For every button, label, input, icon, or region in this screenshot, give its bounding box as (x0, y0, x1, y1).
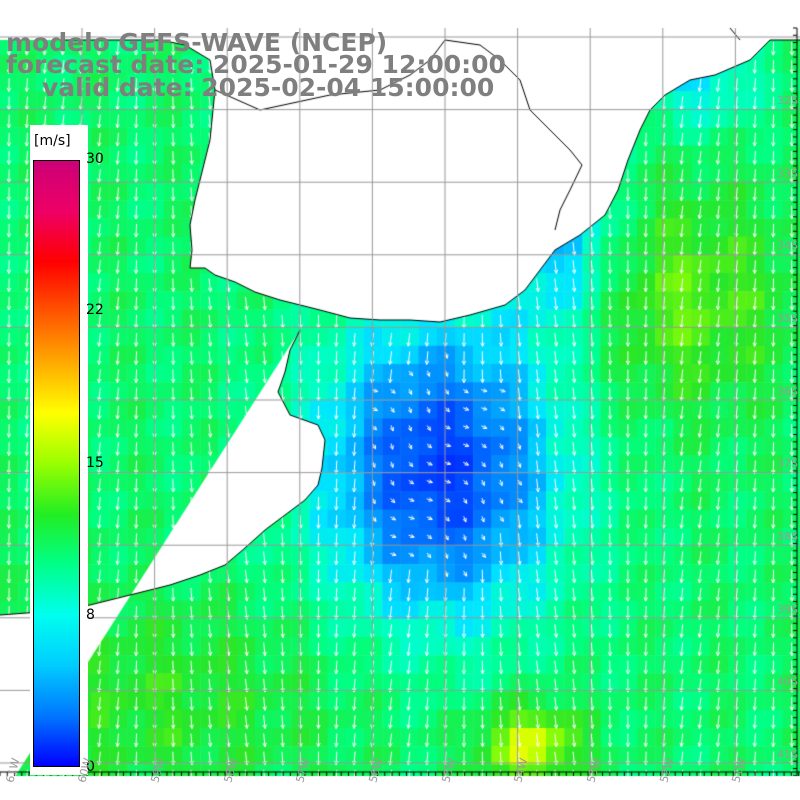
lat-label: 33S (777, 167, 798, 180)
colorbar-tick-8: 8 (86, 607, 95, 623)
colorbar-tick-0: 0 (86, 759, 95, 775)
colorbar-tick-22: 22 (86, 302, 104, 318)
lat-label: 36S (777, 385, 798, 398)
forecast-date: forecast date: 2025-01-29 12:00:00 (6, 50, 506, 79)
model-title: modelo GEFS-WAVE (NCEP) (6, 28, 388, 57)
lat-label: 37S (777, 457, 798, 470)
lat-label: 39S (777, 603, 798, 616)
lat-label: 34S (777, 239, 798, 252)
colorbar-tick-30: 30 (86, 151, 104, 167)
lat-label: 35S (777, 312, 798, 325)
lat-label: 32S (777, 94, 798, 107)
lat-label: 40S (777, 675, 798, 688)
colorbar-tick-15: 15 (86, 455, 104, 471)
lat-label: 41S (777, 748, 798, 761)
lat-label: 38S (777, 530, 798, 543)
colorbar-units: [m/s] (34, 133, 71, 149)
valid-date: valid date: 2025-02-04 15:00:00 (42, 73, 495, 102)
colorbar (33, 160, 80, 767)
